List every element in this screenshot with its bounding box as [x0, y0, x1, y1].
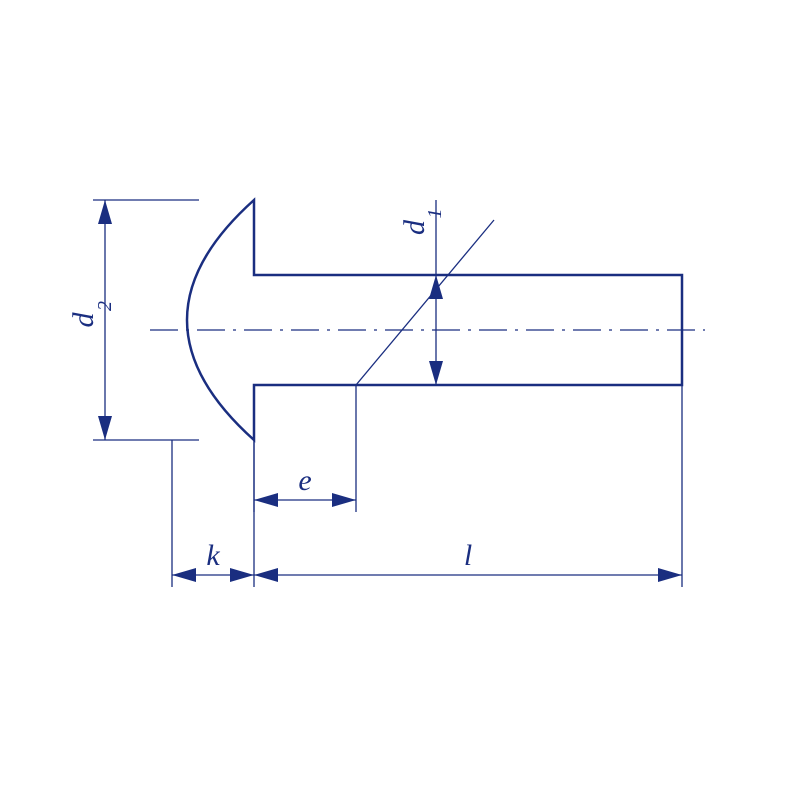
svg-text:1: 1: [424, 209, 446, 219]
svg-text:l: l: [464, 539, 472, 572]
svg-text:k: k: [206, 539, 220, 572]
svg-text:d: d: [398, 219, 431, 235]
svg-text:e: e: [298, 464, 311, 497]
svg-text:2: 2: [94, 301, 116, 311]
rivet-drawing: d2d1ekl: [0, 0, 800, 800]
svg-text:d: d: [67, 312, 100, 328]
